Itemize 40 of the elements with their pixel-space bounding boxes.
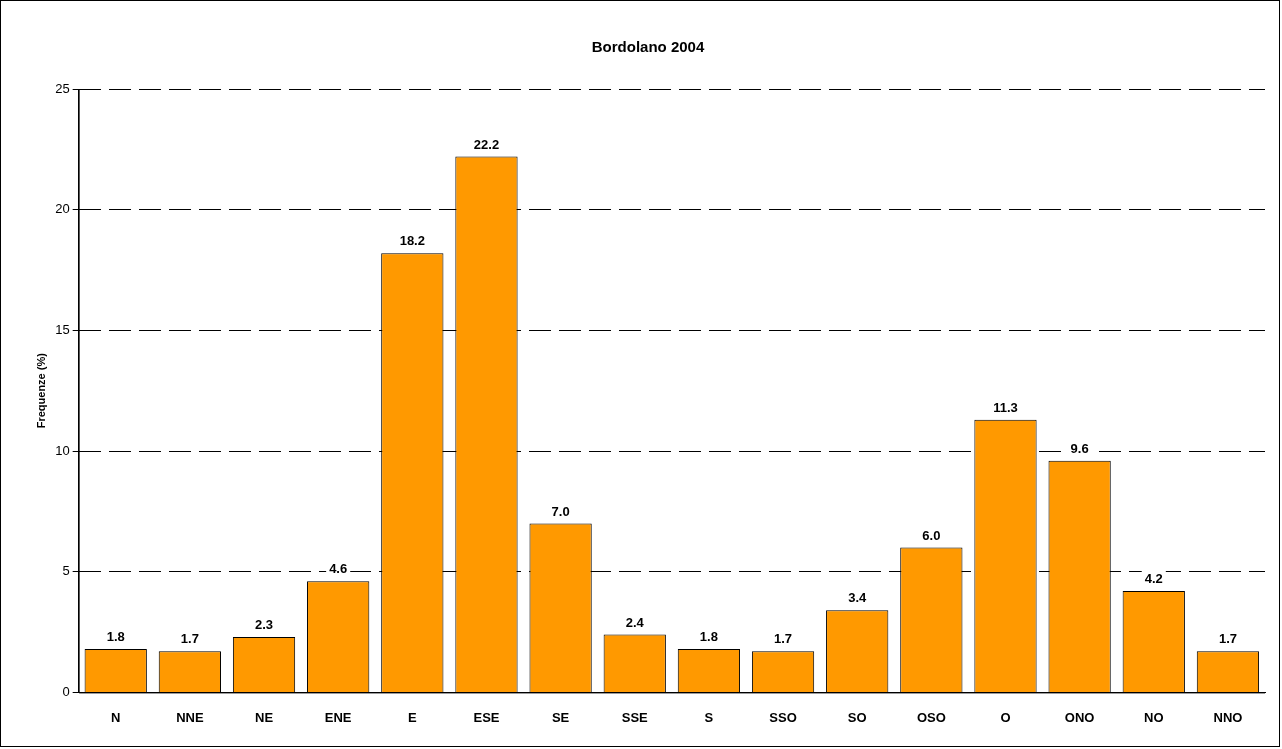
- data-label: 1.8: [106, 629, 125, 645]
- x-tick-label: SE: [551, 709, 570, 725]
- x-tick-label: SSO: [769, 709, 797, 725]
- y-tick-label: 5: [62, 563, 70, 579]
- data-label: 1.7: [180, 631, 199, 647]
- x-tick-label: NNE: [176, 709, 204, 725]
- data-label: 3.4: [848, 590, 867, 606]
- y-tick-label: 15: [55, 321, 70, 337]
- data-label: 1.7: [1218, 631, 1237, 647]
- x-tick-label: NO: [1144, 709, 1164, 725]
- x-tick-label: OSO: [916, 709, 946, 725]
- x-tick-label: E: [407, 709, 417, 725]
- x-tick-label: O: [1000, 709, 1011, 725]
- y-tick-label: 0: [62, 683, 70, 699]
- x-tick-label: S: [704, 709, 714, 725]
- data-label: 1.7: [774, 631, 793, 647]
- x-tick-label: N: [111, 709, 121, 725]
- data-label: 1.8: [699, 629, 718, 645]
- x-tick-label: SO: [847, 709, 867, 725]
- x-tick-label: NE: [254, 709, 274, 725]
- data-label: 2.3: [254, 616, 274, 632]
- x-tick-label: ENE: [324, 709, 352, 725]
- data-label: 2.4: [625, 614, 645, 630]
- y-tick-label: 10: [55, 442, 70, 458]
- data-label: 6.0: [922, 527, 941, 543]
- y-axis-title: Frequenze (%): [34, 352, 47, 429]
- data-label: 9.6: [1070, 440, 1089, 456]
- data-label: 18.2: [399, 233, 425, 249]
- x-tick-label: ONO: [1064, 709, 1095, 725]
- data-label: 11.3: [993, 399, 1018, 415]
- data-label: 4.2: [1144, 571, 1163, 587]
- y-tick-label: 25: [55, 80, 70, 96]
- data-label: 7.0: [551, 503, 570, 519]
- chart-title: Bordolano 2004: [591, 38, 705, 56]
- x-tick-label: SSE: [621, 709, 649, 725]
- data-label: 22.2: [473, 136, 500, 152]
- y-tick-label: 20: [55, 201, 70, 217]
- x-tick-label: NNO: [1213, 709, 1243, 725]
- data-label: 4.6: [329, 561, 348, 577]
- x-tick-label: ESE: [473, 709, 500, 725]
